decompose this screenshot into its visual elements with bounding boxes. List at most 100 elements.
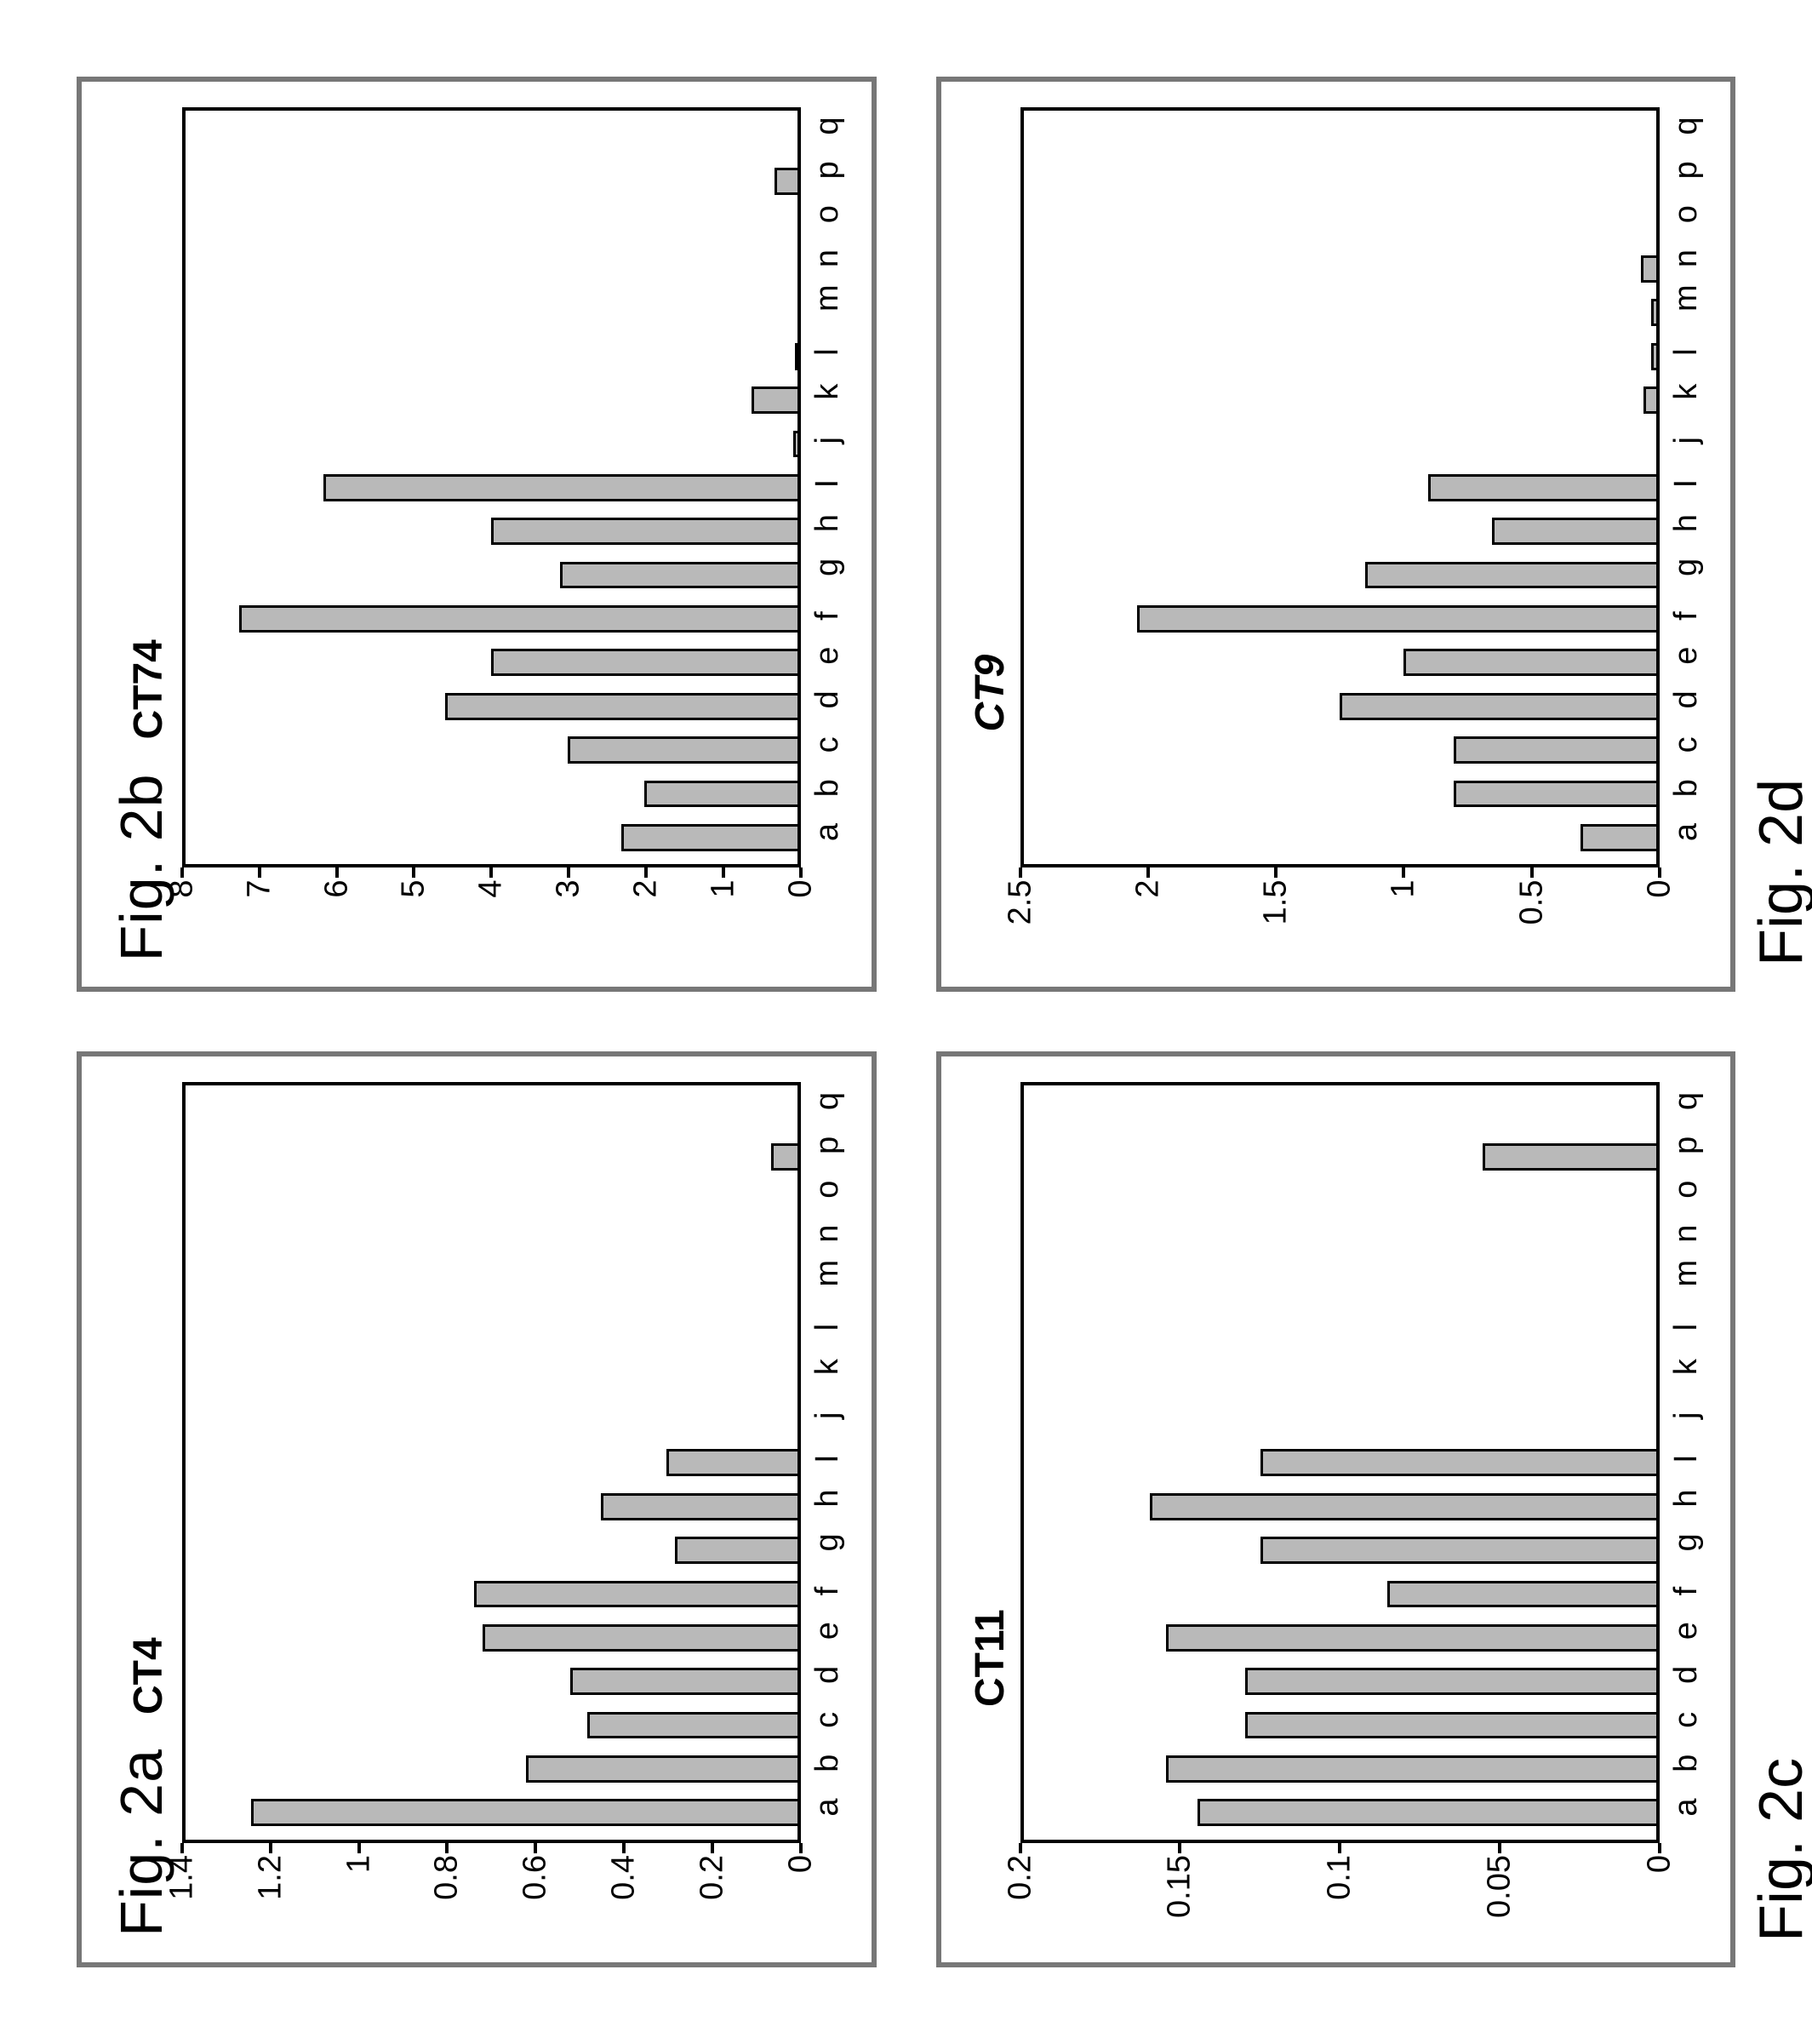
x-tick-label: m <box>809 311 846 312</box>
x-tick-label: k <box>809 399 846 400</box>
x-tick-label: a <box>1668 840 1705 841</box>
y-tick-label: 5 <box>396 880 432 898</box>
bar-a <box>251 1799 797 1826</box>
bar-m <box>1651 299 1656 326</box>
bar-f <box>474 1581 797 1608</box>
bar-j <box>793 431 797 458</box>
y-tick-mark <box>1658 1843 1661 1853</box>
chart-body: 012345678 <box>182 107 801 962</box>
figure-label: Fig. 2a <box>107 1749 175 1937</box>
bar-b <box>1454 781 1656 808</box>
x-tick-label: q <box>1668 1109 1705 1110</box>
x-tick-label: c <box>1668 752 1705 753</box>
bar-k <box>1643 386 1656 414</box>
x-tick-label: g <box>809 575 846 576</box>
y-tick-mark <box>1019 868 1022 879</box>
bars-container <box>186 1086 797 1841</box>
bar-p <box>1483 1143 1656 1171</box>
y-tick-mark <box>799 1843 803 1853</box>
x-tick-label: g <box>1668 1551 1705 1552</box>
ct-label: CT4 <box>125 1637 172 1715</box>
x-tick-label: k <box>1668 1374 1705 1375</box>
x-tick-label: f <box>809 620 846 621</box>
y-tick-mark <box>1274 868 1278 879</box>
bar-f <box>1137 605 1656 633</box>
bar-h <box>1492 518 1656 545</box>
x-tick-label: o <box>809 1198 846 1199</box>
bar-k <box>752 386 797 414</box>
chart-body: 00.511.522.5 <box>1020 107 1661 962</box>
x-labels: abcdefghIjklmnopq <box>1660 1083 1705 1844</box>
figure-label: Fig. 2c <box>1746 1758 1812 1942</box>
y-tick-mark <box>622 1843 626 1853</box>
panel-header: Fig. 2bCT74 <box>107 107 175 962</box>
bar-a <box>621 824 797 851</box>
chart-wrap: 00.511.522.5abcdefghIjklmnopq <box>1020 107 1706 962</box>
y-tick-label: 8 <box>164 880 201 898</box>
bar-f <box>1387 1581 1656 1608</box>
y-tick-label: 7 <box>241 880 277 898</box>
y-tick-mark <box>1658 868 1661 879</box>
y-tick-mark <box>644 868 648 879</box>
figure-label: Fig. 2d <box>1746 779 1812 966</box>
panel-fig2c: CT1100.050.10.150.2abcdefghIjklmnopq <box>936 1052 1736 1968</box>
y-tick-mark <box>335 868 339 879</box>
plot-area <box>1020 107 1661 868</box>
ct-label: CT9 <box>967 655 1014 732</box>
y-tick-label: 0.6 <box>517 1855 554 1900</box>
x-tick-label: h <box>1668 531 1705 532</box>
y-tick-mark <box>1178 1843 1181 1853</box>
x-tick-label: c <box>809 1727 846 1728</box>
y-tick-label: 0.4 <box>605 1855 642 1900</box>
page-root: Fig. 2aCT400.20.40.60.811.21.4abcdefghIj… <box>0 0 1812 2044</box>
chart-wrap: 00.050.10.150.2abcdefghIjklmnopq <box>1020 1083 1706 1938</box>
x-labels: abcdefghIjklmnopq <box>801 1083 846 1844</box>
y-tick-label: 2 <box>1129 880 1166 898</box>
panel-header: Fig. 2a CT4 <box>107 1083 175 1938</box>
bar-I <box>323 474 797 501</box>
x-tick-label: m <box>1668 311 1705 312</box>
bars-container <box>1024 1086 1657 1841</box>
bar-e <box>483 1624 797 1652</box>
bar-a <box>1198 1799 1656 1826</box>
y-tick-mark <box>534 1843 537 1853</box>
x-tick-label: o <box>809 222 846 223</box>
bars-container <box>186 111 797 865</box>
x-tick-label: m <box>1668 1285 1705 1286</box>
y-axis: 00.511.522.5 <box>1020 868 1661 962</box>
bar-b <box>526 1755 797 1783</box>
y-tick-mark <box>722 868 725 879</box>
y-tick-label: 2.5 <box>1002 880 1038 925</box>
x-tick-label: j <box>1668 443 1705 444</box>
bar-d <box>1340 693 1656 720</box>
y-tick-mark <box>412 868 415 879</box>
x-tick-label: o <box>1668 1198 1705 1199</box>
panel-fig2d: CT900.511.522.5abcdefghIjklmnopq <box>936 77 1736 993</box>
bar-c <box>1245 1712 1656 1739</box>
chart-wrap: 012345678abcdefghIjklmnopq <box>182 107 846 962</box>
x-tick-label: I <box>809 487 846 488</box>
y-tick-label: 0.5 <box>1513 880 1550 925</box>
bar-n <box>1641 255 1656 283</box>
y-axis: 00.050.10.150.2 <box>1020 1843 1661 1937</box>
x-labels: abcdefghIjklmnopq <box>801 107 846 868</box>
bar-I <box>1428 474 1656 501</box>
y-tick-mark <box>567 868 570 879</box>
y-tick-mark <box>711 1843 714 1853</box>
ct-label: CT74 <box>125 639 172 739</box>
bar-I <box>666 1449 797 1476</box>
bar-g <box>1260 1537 1656 1564</box>
x-tick-label: h <box>809 531 846 532</box>
x-tick-label: h <box>809 1507 846 1508</box>
plot-area <box>1020 1083 1661 1844</box>
y-axis: 012345678 <box>182 868 801 962</box>
x-tick-label: n <box>1668 1242 1705 1243</box>
y-tick-label: 4 <box>473 880 510 898</box>
bar-l <box>795 343 797 370</box>
x-axis: abcdefghIjklmnopq <box>1660 1083 1705 1938</box>
y-tick-mark <box>1402 868 1405 879</box>
chart-wrap: 00.20.40.60.811.21.4abcdefghIjklmnopq <box>182 1083 846 1938</box>
y-tick-label: 2 <box>627 880 664 898</box>
bar-p <box>771 1143 797 1171</box>
y-tick-label: 3 <box>551 880 587 898</box>
